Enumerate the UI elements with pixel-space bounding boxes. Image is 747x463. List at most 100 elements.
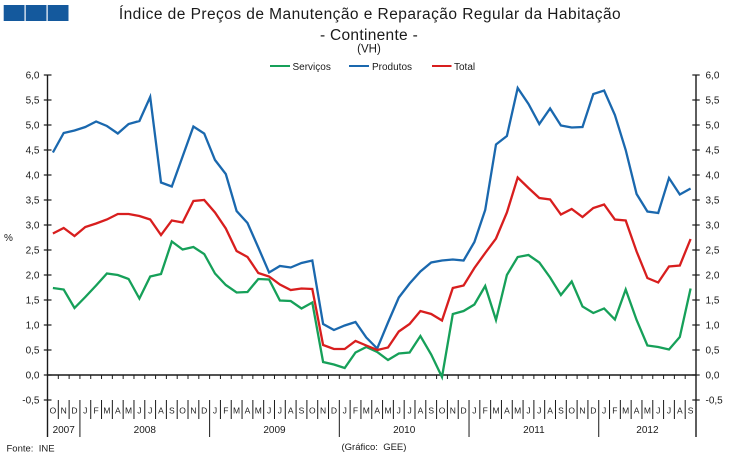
svg-text:6,0: 6,0	[706, 71, 720, 82]
svg-text:-0,5: -0,5	[706, 396, 724, 407]
svg-text:F: F	[223, 406, 228, 416]
svg-text:J: J	[656, 406, 660, 416]
svg-text:A: A	[158, 406, 164, 416]
svg-text:O: O	[439, 406, 446, 416]
svg-text:A: A	[504, 406, 510, 416]
svg-text:J: J	[148, 406, 152, 416]
svg-text:M: M	[384, 406, 391, 416]
svg-text:M: M	[492, 406, 499, 416]
svg-text:N: N	[61, 406, 67, 416]
svg-text:1,5: 1,5	[706, 296, 720, 307]
svg-text:2012: 2012	[636, 425, 659, 436]
svg-text:S: S	[558, 406, 564, 416]
svg-text:A: A	[547, 406, 553, 416]
svg-text:M: M	[363, 406, 370, 416]
svg-text:O: O	[309, 406, 316, 416]
svg-text:4,5: 4,5	[706, 146, 720, 157]
svg-text:A: A	[245, 406, 251, 416]
svg-text:5,0: 5,0	[26, 121, 40, 132]
svg-text:D: D	[461, 406, 467, 416]
svg-text:J: J	[397, 406, 401, 416]
svg-text:N: N	[450, 406, 456, 416]
svg-text:2,5: 2,5	[26, 246, 40, 257]
svg-text:2010: 2010	[393, 425, 416, 436]
svg-text:A: A	[677, 406, 683, 416]
svg-text:2,0: 2,0	[26, 271, 40, 282]
svg-text:D: D	[331, 406, 337, 416]
svg-text:D: D	[590, 406, 596, 416]
svg-text:1,0: 1,0	[706, 321, 720, 332]
svg-text:J: J	[526, 406, 530, 416]
svg-text:N: N	[320, 406, 326, 416]
svg-text:3,5: 3,5	[706, 196, 720, 207]
svg-text:J: J	[267, 406, 271, 416]
svg-text:0,0: 0,0	[706, 371, 720, 382]
svg-text:J: J	[602, 406, 606, 416]
svg-text:S: S	[169, 406, 175, 416]
svg-text:F: F	[93, 406, 98, 416]
svg-text:3,5: 3,5	[26, 196, 40, 207]
svg-text:2007: 2007	[53, 425, 76, 436]
svg-text:O: O	[179, 406, 186, 416]
svg-text:(VH): (VH)	[357, 44, 381, 56]
svg-text:2008: 2008	[134, 425, 157, 436]
svg-text:2011: 2011	[523, 425, 545, 436]
svg-text:5,0: 5,0	[706, 121, 720, 132]
svg-text:J: J	[278, 406, 282, 416]
svg-text:-0,5: -0,5	[22, 396, 40, 407]
svg-text:J: J	[343, 406, 347, 416]
svg-text:Produtos: Produtos	[372, 62, 412, 73]
svg-text:M: M	[622, 406, 629, 416]
svg-text:O: O	[50, 406, 57, 416]
svg-text:Índice de Preços de Manutenção: Índice de Preços de Manutenção e Reparaç…	[119, 6, 621, 23]
svg-text:N: N	[190, 406, 196, 416]
svg-text:2,5: 2,5	[706, 246, 720, 257]
svg-text:3,0: 3,0	[706, 221, 720, 232]
svg-text:J: J	[83, 406, 87, 416]
svg-text:A: A	[115, 406, 121, 416]
svg-text:Total: Total	[454, 62, 475, 73]
svg-text:5,5: 5,5	[26, 96, 40, 107]
svg-text:1,5: 1,5	[26, 296, 40, 307]
svg-text:- Continente -: - Continente -	[320, 27, 418, 44]
svg-text:4,0: 4,0	[26, 171, 40, 182]
svg-text:1,0: 1,0	[26, 321, 40, 332]
svg-text:S: S	[428, 406, 434, 416]
svg-text:2009: 2009	[263, 425, 286, 436]
svg-text:M: M	[255, 406, 262, 416]
svg-text:Serviços: Serviços	[293, 62, 331, 73]
svg-text:N: N	[579, 406, 585, 416]
svg-text:M: M	[644, 406, 651, 416]
svg-text:A: A	[418, 406, 424, 416]
svg-text:%: %	[4, 233, 13, 244]
svg-text:0,0: 0,0	[26, 371, 40, 382]
svg-text:F: F	[483, 406, 488, 416]
svg-text:F: F	[353, 406, 358, 416]
svg-text:M: M	[103, 406, 110, 416]
svg-text:M: M	[233, 406, 240, 416]
svg-text:J: J	[213, 406, 217, 416]
svg-text:5,5: 5,5	[706, 96, 720, 107]
svg-text:D: D	[201, 406, 207, 416]
svg-text:0,5: 0,5	[706, 346, 720, 357]
svg-text:O: O	[568, 406, 575, 416]
svg-text:S: S	[688, 406, 694, 416]
svg-text:A: A	[634, 406, 640, 416]
svg-text:J: J	[667, 406, 671, 416]
svg-text:(Gráfico: GEE): (Gráfico: GEE)	[342, 442, 407, 453]
svg-text:2,0: 2,0	[706, 271, 720, 282]
svg-text:J: J	[137, 406, 141, 416]
svg-text:Fonte: INE: Fonte: INE	[7, 443, 55, 454]
svg-text:D: D	[71, 406, 77, 416]
svg-text:J: J	[537, 406, 541, 416]
svg-text:J: J	[407, 406, 411, 416]
svg-text:M: M	[514, 406, 521, 416]
svg-text:S: S	[299, 406, 305, 416]
svg-text:4,5: 4,5	[26, 146, 40, 157]
svg-text:6,0: 6,0	[26, 71, 40, 82]
svg-text:4,0: 4,0	[706, 171, 720, 182]
svg-text:F: F	[612, 406, 617, 416]
svg-text:A: A	[374, 406, 380, 416]
svg-text:J: J	[472, 406, 476, 416]
svg-text:0,5: 0,5	[26, 346, 40, 357]
